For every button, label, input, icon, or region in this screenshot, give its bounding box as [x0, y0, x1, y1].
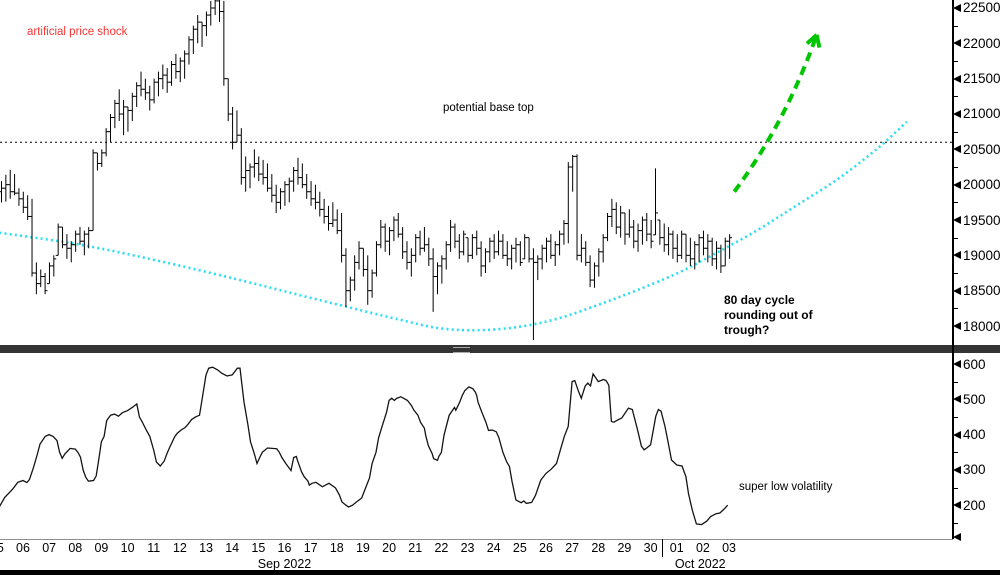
date-label: 20: [382, 541, 397, 555]
projection-arrowhead: [814, 34, 822, 48]
price-axis-label: 20000: [963, 177, 1000, 193]
volatility-tick-arrow: [953, 395, 961, 404]
price-minor-tick: [953, 166, 958, 168]
annotation-artificial-price-shock: artificial price shock: [27, 26, 128, 38]
price-tick-arrow: [953, 216, 961, 224]
volatility-axis-label: 600: [963, 356, 986, 372]
price-tick-arrow: [953, 322, 961, 330]
volatility-axis-label: 500: [963, 391, 986, 407]
price-tick-arrow: [953, 145, 961, 154]
volatility-line: [0, 366, 729, 526]
date-label: 09: [94, 541, 109, 555]
date-label: 26: [539, 541, 553, 555]
date-label: 17: [303, 541, 318, 555]
volatility-minor-tick: [953, 416, 958, 418]
date-label: 23: [460, 541, 475, 555]
volatility-minor-tick: [953, 487, 958, 489]
price-axis-label: 21500: [963, 71, 1000, 87]
date-label: 12: [172, 541, 187, 555]
date-label: 28: [591, 541, 606, 555]
price-tick-arrow: [953, 109, 961, 118]
price-tick-arrow: [953, 3, 961, 12]
month-separator: [661, 539, 663, 557]
volatility-minor-tick: [953, 522, 958, 524]
volatility-minor-tick: [953, 452, 958, 454]
date-label: 05: [0, 541, 4, 555]
volatility-axis-label: 400: [963, 427, 986, 443]
date-label: 30: [643, 541, 658, 555]
price-axis-line[interactable]: [952, 0, 954, 539]
date-label: 16: [277, 541, 292, 555]
price-minor-tick: [953, 308, 958, 310]
price-minor-tick: [953, 273, 958, 274]
volatility-minor-tick: [953, 381, 958, 383]
window-bottom-border: [0, 570, 1000, 575]
volatility-tick-arrow: [953, 465, 961, 474]
volatility-baseline: [0, 539, 953, 540]
price-minor-tick: [953, 25, 958, 27]
price-axis-label: 20500: [963, 141, 1000, 157]
date-label: 27: [565, 541, 580, 555]
price-axis-label: 18500: [963, 283, 1000, 299]
annotation-super-low-volatility: super low volatility: [739, 481, 833, 493]
price-axis-label: 19500: [963, 212, 1000, 228]
annotation-potential-base-top: potential base top: [443, 102, 534, 114]
price-tick-arrow: [953, 251, 961, 260]
date-label: 15: [251, 541, 266, 555]
price-axis-label: 19000: [963, 247, 1000, 263]
price-minor-tick: [953, 202, 958, 204]
price-minor-tick: [953, 237, 958, 239]
date-label: 08: [68, 541, 83, 555]
price-tick-arrow: [953, 74, 961, 83]
date-label: 22: [434, 541, 449, 555]
date-label: 03: [722, 541, 736, 555]
date-label: 02: [695, 541, 710, 555]
date-label: 25: [512, 541, 527, 555]
price-panel[interactable]: artificial price shock potential base to…: [0, 0, 1000, 345]
price-minor-tick: [953, 131, 958, 133]
date-label: 14: [225, 541, 240, 555]
price-chart[interactable]: [0, 0, 1000, 345]
date-label: 13: [199, 541, 213, 555]
annotation-80-day-cycle: 80 day cycle rounding out of trough?: [724, 293, 813, 337]
price-axis-label: 22500: [963, 0, 1000, 16]
date-label: 24: [486, 541, 501, 555]
price-minor-tick: [953, 96, 958, 98]
date-label: 29: [617, 541, 632, 555]
volatility-axis-label: 300: [963, 462, 986, 478]
axis-end-arrow: [953, 533, 961, 541]
month-label: Oct 2022: [674, 557, 726, 571]
date-label: 18: [329, 541, 344, 555]
volatility-tick-arrow: [953, 360, 961, 368]
date-label: 10: [120, 541, 135, 555]
volatility-axis-label: 200: [963, 497, 986, 513]
price-tick-arrow: [953, 286, 961, 295]
month-label: Sep 2022: [257, 557, 312, 571]
price-axis-label: 18000: [963, 318, 1000, 334]
date-label: 21: [408, 541, 423, 555]
splitter-grip-icon[interactable]: [453, 347, 470, 353]
date-label: 11: [147, 541, 161, 555]
date-label: 07: [42, 541, 57, 555]
date-label: 19: [355, 541, 370, 555]
price-axis-label: 22000: [963, 35, 1000, 51]
date-label: 01: [669, 541, 684, 555]
price-bars: [0, 0, 733, 341]
panel-splitter[interactable]: [0, 345, 1000, 353]
price-tick-arrow: [953, 39, 961, 48]
price-tick-arrow: [953, 180, 961, 189]
price-minor-tick: [953, 60, 958, 62]
volatility-tick-arrow: [953, 501, 961, 510]
price-axis-label: 21000: [963, 106, 1000, 122]
cycle-curve: [0, 120, 908, 332]
volatility-chart[interactable]: [0, 352, 1000, 539]
date-label: 06: [16, 541, 30, 555]
volatility-panel[interactable]: [0, 352, 1000, 539]
volatility-tick-arrow: [953, 430, 961, 439]
projection-arrow: [732, 34, 819, 193]
